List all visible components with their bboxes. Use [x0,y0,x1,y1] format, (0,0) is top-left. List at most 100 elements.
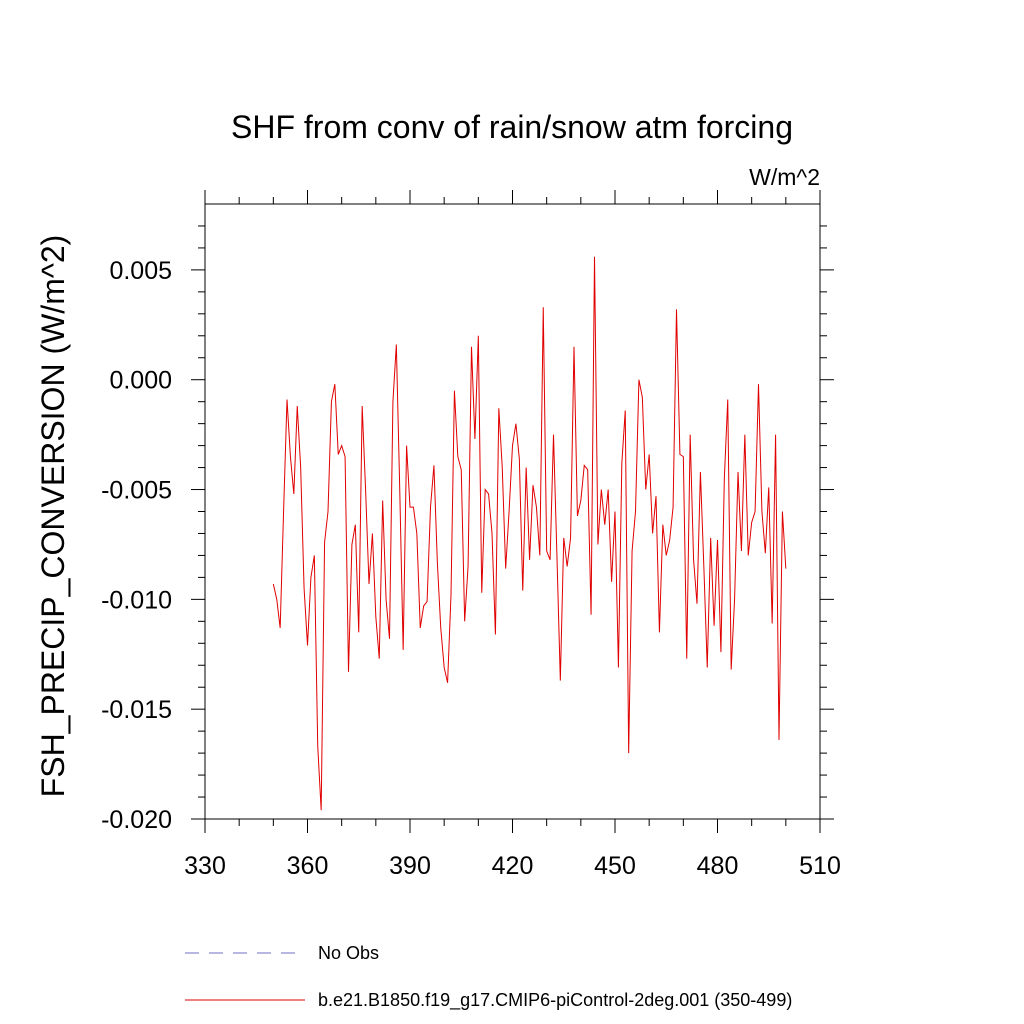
data-point [283,511,284,512]
data-point [420,627,421,628]
data-point [334,384,335,385]
data-point [567,566,568,567]
data-point [433,465,434,466]
data-point [652,533,653,534]
data-point [625,410,626,411]
data-point [478,335,479,336]
data-point [676,309,677,310]
data-point [563,537,564,538]
data-point [372,533,373,534]
data-point [464,621,465,622]
data-point [737,471,738,472]
data-point [474,438,475,439]
legend-model-label: b.e21.B1850.f19_g17.CMIP6-piControl-2deg… [318,990,792,1011]
data-point [416,533,417,534]
data-point [375,616,376,617]
data-point [293,493,294,494]
y-tick-label: 0.005 [109,257,172,285]
axis-ticks [191,190,834,833]
legend: No Obs b.e21.B1850.f19_g17.CMIP6-piContr… [185,943,792,1011]
data-point [659,632,660,633]
data-point [679,454,680,455]
x-tick-label: 330 [184,852,226,880]
data-point [546,550,547,551]
data-point [457,456,458,457]
data-point [556,555,557,556]
data-point [532,485,533,486]
data-point [645,489,646,490]
data-point [385,599,386,600]
data-point [512,445,513,446]
data-point [604,524,605,525]
data-point [570,537,571,538]
data-point [502,467,503,468]
data-point [696,603,697,604]
data-point [683,456,684,457]
data-point [409,507,410,508]
data-point [314,555,315,556]
data-point [731,669,732,670]
data-point [597,544,598,545]
data-point [666,555,667,556]
data-point [399,489,400,490]
x-tick-label: 360 [287,852,329,880]
y-tick-label: 0.000 [109,367,172,395]
data-point [690,434,691,435]
data-point [539,555,540,556]
data-point [638,379,639,380]
legend-no-obs-label: No Obs [318,943,379,963]
data-point [454,390,455,391]
data-point [522,590,523,591]
data-point [580,500,581,501]
x-tick-label: 510 [799,852,841,880]
chart-title: SHF from conv of rain/snow atm forcing [231,109,793,145]
data-point [307,645,308,646]
data-point [491,533,492,534]
data-point [693,559,694,560]
data-point [768,487,769,488]
data-point [447,682,448,683]
series-line [272,256,787,811]
data-point [720,651,721,652]
data-point [772,623,773,624]
data-point [396,344,397,345]
data-point [594,256,595,257]
data-point [744,434,745,435]
data-point [338,454,339,455]
data-point [358,632,359,633]
data-point [734,599,735,600]
data-point [403,649,404,650]
data-point [379,658,380,659]
data-point [584,465,585,466]
data-point [590,614,591,615]
data-point [341,445,342,446]
data-point [549,559,550,560]
data-point [642,397,643,398]
data-point [713,625,714,626]
data-point [710,537,711,538]
data-point [751,522,752,523]
data-point [467,566,468,567]
data-point [775,434,776,435]
data-point [423,605,424,606]
data-point [778,739,779,740]
x-tick-label: 480 [697,852,739,880]
data-point [765,553,766,554]
data-point [724,478,725,479]
data-point [450,594,451,595]
data-point [327,511,328,512]
x-tick-label: 390 [389,852,431,880]
data-point [508,511,509,512]
data-point [631,550,632,551]
data-point [348,671,349,672]
data-point [761,511,762,512]
data-point [437,561,438,562]
data-point [618,667,619,668]
data-point [392,401,393,402]
data-point [495,634,496,635]
data-point [649,454,650,455]
data-point [741,550,742,551]
data-point [785,568,786,569]
data-point [748,555,749,556]
